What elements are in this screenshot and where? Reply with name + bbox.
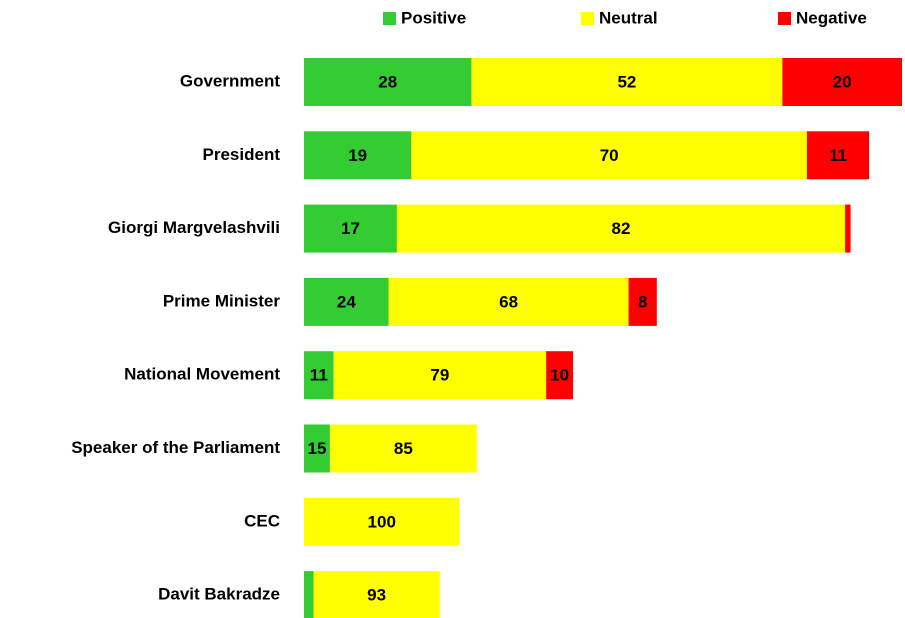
data-label: 11 xyxy=(310,366,328,385)
bar-segment xyxy=(329,424,477,473)
data-label: 15 xyxy=(308,439,327,458)
data-label: 68 xyxy=(499,292,518,311)
legend-swatch xyxy=(778,12,791,25)
y-tick-label: Speaker of the Parliament xyxy=(71,438,280,457)
bar-segment xyxy=(806,131,870,180)
bar-segment xyxy=(304,131,412,180)
legend-label: Negative xyxy=(796,8,867,27)
bar-segment xyxy=(304,571,314,618)
data-label: 28 xyxy=(378,72,397,91)
data-label: 82 xyxy=(612,219,631,238)
legend-label: Positive xyxy=(401,8,466,27)
legend-swatch xyxy=(383,12,396,25)
data-label: 17 xyxy=(341,219,360,238)
y-tick-label: Prime Minister xyxy=(163,291,281,310)
data-label: 24 xyxy=(337,292,356,311)
data-label: 79 xyxy=(430,366,449,385)
legend-label: Neutral xyxy=(599,8,658,27)
bar-segment xyxy=(304,424,330,473)
data-label: 100 xyxy=(368,512,396,531)
bar-segment xyxy=(782,58,902,106)
data-label: 93 xyxy=(367,586,386,605)
y-tick-label: Davit Bakradze xyxy=(158,585,280,604)
bar-segment xyxy=(304,351,334,400)
data-label: 52 xyxy=(617,72,636,91)
data-label: 11 xyxy=(829,146,847,165)
bar-segment xyxy=(411,131,807,180)
y-tick-label: National Movement xyxy=(124,365,280,384)
bar-segment xyxy=(396,204,846,253)
bar-segment xyxy=(845,204,851,253)
bar-segment xyxy=(304,58,472,106)
bar-segment xyxy=(388,277,629,326)
bar-segment xyxy=(304,204,397,253)
y-tick-label: President xyxy=(203,145,281,164)
bar-segment xyxy=(546,351,574,400)
data-label: 8 xyxy=(638,292,647,311)
data-label: 20 xyxy=(833,72,852,91)
data-label: 10 xyxy=(550,366,569,385)
legend-swatch xyxy=(581,12,594,25)
y-tick-label: Giorgi Margvelashvili xyxy=(108,218,280,237)
y-tick-label: CEC xyxy=(244,511,280,530)
data-label: 85 xyxy=(394,439,413,458)
data-label: 19 xyxy=(348,146,367,165)
data-label: 70 xyxy=(600,146,619,165)
bar-segment xyxy=(333,351,547,400)
bar-segment xyxy=(313,571,440,618)
bar-segment xyxy=(304,497,460,546)
y-tick-label: Government xyxy=(180,71,280,90)
bar-segment xyxy=(471,58,783,106)
bar-segment xyxy=(304,277,389,326)
bar-segment xyxy=(628,277,657,326)
